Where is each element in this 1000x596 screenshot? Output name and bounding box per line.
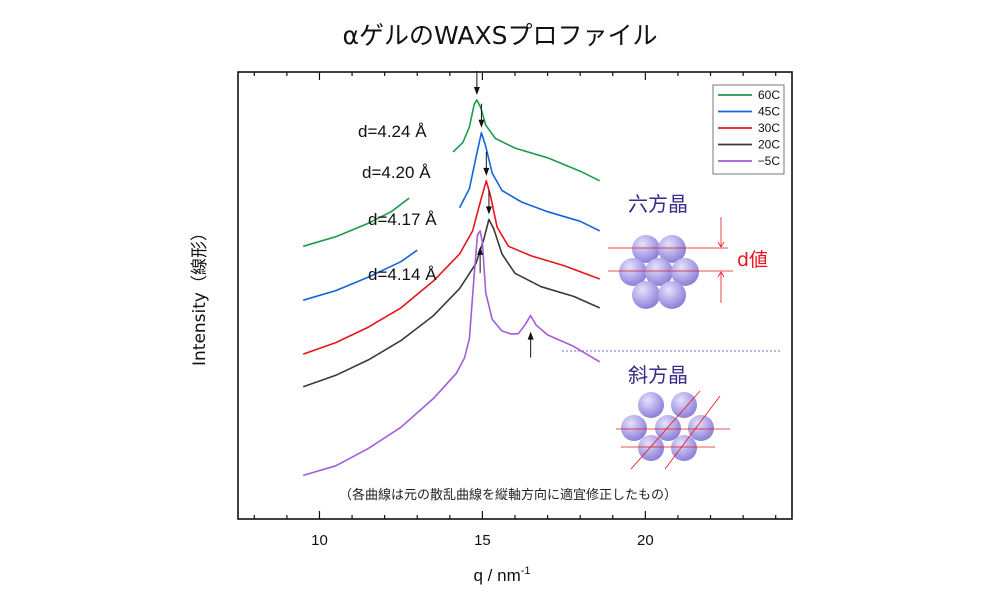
peak-arrowhead	[527, 331, 534, 340]
peak-arrowhead	[483, 167, 490, 176]
d-label-20c: d=4.14 Å	[368, 265, 437, 284]
legend-label: 20C	[758, 138, 780, 152]
d-spacing-arrowhead	[717, 271, 725, 278]
sphere	[632, 281, 660, 309]
x-axis-tick-labels: 10 15 20	[311, 532, 654, 549]
sphere	[688, 415, 714, 441]
d-label-60c: d=4.24 Å	[358, 122, 427, 141]
legend-box	[712, 84, 785, 175]
peak-arrowhead	[478, 119, 485, 128]
x-axis-ticks	[253, 72, 777, 519]
x-tick-label: 10	[311, 532, 328, 549]
sphere	[658, 235, 686, 263]
footnote: （各曲線は元の散乱曲線を縦軸方向に適宜修正したもの）	[339, 487, 677, 503]
sphere	[638, 392, 664, 418]
sphere	[671, 435, 697, 461]
legend-label: 45C	[758, 105, 780, 119]
sphere	[645, 258, 673, 286]
series-line-20C	[302, 218, 601, 388]
peak-arrowhead	[473, 87, 480, 95]
series-line-60C	[452, 99, 601, 182]
series-line-60C	[302, 197, 410, 248]
x-axis-label: q / nm-1	[473, 565, 530, 585]
peak-arrowhead	[477, 246, 484, 255]
sphere	[671, 392, 697, 418]
x-axis-label-text: q / nm	[473, 566, 520, 585]
sphere	[638, 435, 664, 461]
x-axis-label-superscript: -1	[521, 565, 531, 577]
sphere	[632, 235, 660, 263]
hexagonal-packing-diagram	[608, 217, 733, 309]
d-label-45c: d=4.20 Å	[362, 163, 431, 182]
d-label-30c: d=4.17 Å	[368, 210, 437, 229]
sphere	[619, 258, 647, 286]
d-value-label: d値	[737, 249, 768, 271]
series-line-30C	[302, 180, 600, 355]
sphere	[671, 258, 699, 286]
x-tick-label: 20	[637, 532, 654, 549]
hexagonal-label: 六方晶	[628, 192, 688, 216]
chart-title: αゲルのWAXSプロファイル	[343, 21, 658, 50]
sphere	[658, 281, 686, 309]
series-group	[302, 99, 601, 477]
peak-arrowhead	[485, 206, 492, 215]
lattice-line	[630, 390, 701, 470]
legend-label: 60C	[758, 88, 780, 102]
sphere	[621, 415, 647, 441]
lattice-line	[664, 395, 721, 470]
y-axis-label: Intensity（線形）	[190, 224, 210, 366]
series-line-45C	[302, 249, 418, 301]
peak-arrows	[473, 71, 534, 358]
x-tick-label: 15	[474, 532, 491, 549]
orthorhombic-packing-diagram	[616, 390, 730, 470]
legend-label: 30C	[758, 121, 780, 135]
d-spacing-arrowhead	[717, 241, 725, 248]
legend-label: −5C	[758, 154, 781, 168]
legend: 60C 45C 30C 20C −5C	[712, 84, 785, 175]
orthorhombic-label: 斜方晶	[628, 363, 688, 387]
series-line-45C	[458, 131, 601, 232]
series-line-minus5C	[302, 230, 601, 477]
